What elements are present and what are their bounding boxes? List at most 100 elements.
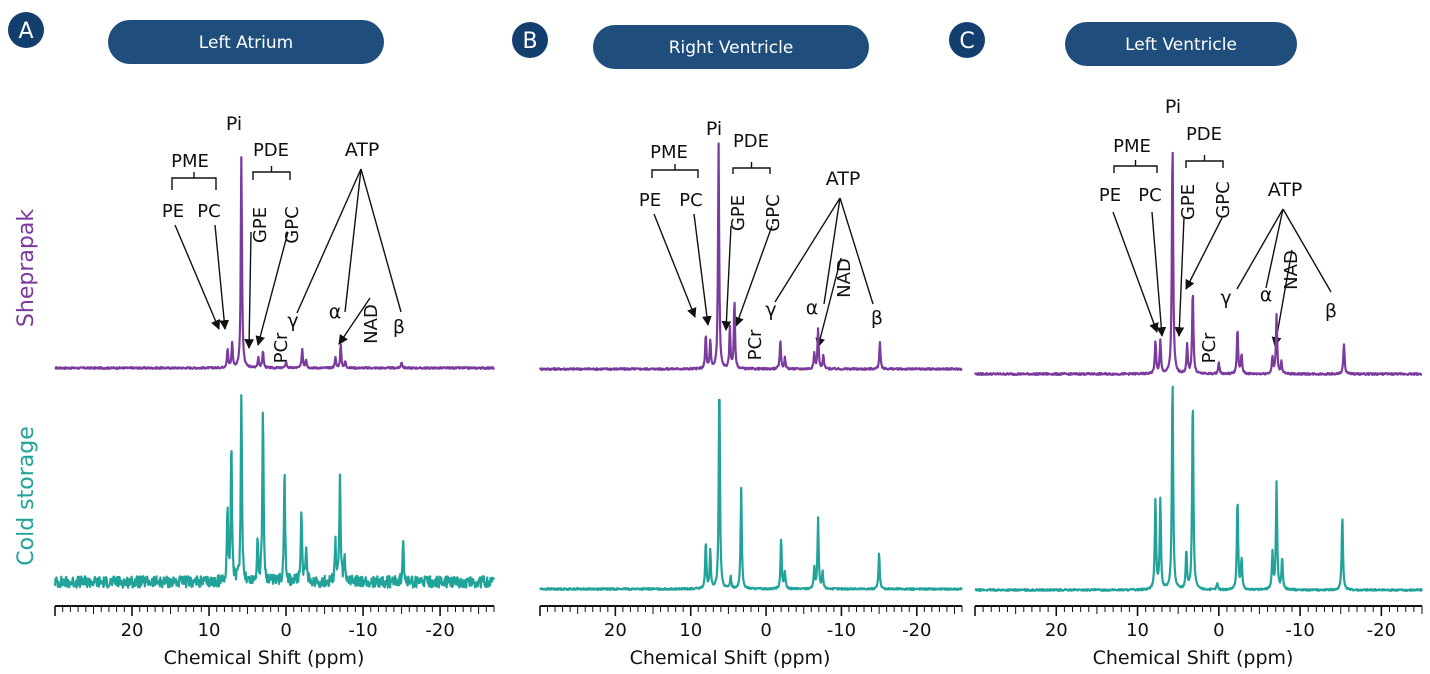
- panel-b-spectra: [538, 142, 963, 591]
- panel-c-spectra: [974, 151, 1423, 592]
- x-tick-label: -20: [1367, 620, 1396, 641]
- annotation-arrow: [734, 225, 773, 327]
- x-tick-label: 20: [1045, 620, 1068, 641]
- label-pde: PDE: [253, 140, 289, 161]
- label-atp: ATP: [1268, 179, 1303, 201]
- label-gpc: GPC: [763, 194, 784, 231]
- label-atp: ATP: [826, 168, 861, 190]
- label-gpe: GPE: [1178, 184, 1199, 220]
- label-alpha: α: [1260, 284, 1273, 306]
- spectrum-c-cold-storage: [974, 385, 1423, 592]
- label-pe: PE: [162, 201, 184, 222]
- atp-pointer-line: [360, 168, 402, 313]
- panel-a-badge: [8, 12, 44, 48]
- label-pde: PDE: [1186, 124, 1222, 145]
- x-tick-label: 20: [604, 620, 627, 641]
- annotation-arrow: [1112, 211, 1159, 333]
- panel-a-spectra: [53, 156, 496, 589]
- label-pe: PE: [1099, 185, 1121, 206]
- atp-pointer-line: [1265, 208, 1284, 289]
- label-pcr: PCr: [745, 329, 766, 360]
- x-tick-label: -20: [425, 620, 454, 641]
- x-tick-label: 10: [679, 620, 702, 641]
- spectrum-b-cold-storage: [539, 398, 963, 591]
- label-nad: NAD: [361, 304, 382, 344]
- panel-a-title-pill: [108, 20, 384, 64]
- panel-b-axis: 20 10 0 -10 -20: [539, 605, 963, 641]
- label-pi: Pi: [226, 113, 242, 135]
- atp-pointer-line: [1282, 208, 1332, 293]
- atp-pointer-line: [296, 168, 362, 314]
- panel-a: A Left Atrium Pi PME PDE PE PC GPE GPC ATP PCr NA…: [8, 12, 496, 669]
- label-alpha: α: [806, 297, 819, 319]
- panel-c-title-pill: [1065, 22, 1297, 66]
- label-pc: PC: [197, 201, 220, 222]
- panel-c: C Left Ventricle Pi PME PDE PE PC GPE GPC ATP PC…: [949, 22, 1423, 669]
- panel-c-badge: [949, 22, 985, 58]
- annotation-arrow: [721, 225, 732, 331]
- label-pde: PDE: [733, 131, 769, 152]
- panel-a-annotations: Pi PME PDE PE PC GPE GPC ATP PCr NAD γ α β: [162, 113, 405, 363]
- label-pme: PME: [1113, 136, 1151, 157]
- annotation-arrow: [1151, 211, 1167, 337]
- bracket-pde: [1185, 155, 1224, 168]
- label-gpc: GPC: [1213, 181, 1234, 218]
- label-gamma: γ: [765, 299, 776, 321]
- panel-b-letter: B: [522, 29, 537, 54]
- panel-c-xlabel: Chemical Shift (ppm): [1093, 647, 1294, 669]
- label-pme: PME: [171, 151, 209, 172]
- x-tick-label: -10: [348, 620, 377, 641]
- panel-b-badge: [512, 22, 548, 58]
- annotation-arrow: [255, 231, 289, 346]
- label-gpe: GPE: [250, 207, 271, 243]
- label-pi: Pi: [1165, 96, 1181, 118]
- annotation-arrow: [693, 213, 712, 326]
- spectrum-a-sheprapak: [54, 156, 495, 370]
- panel-b-xlabel: Chemical Shift (ppm): [630, 647, 831, 669]
- spectrum-a-cold-storage: [53, 394, 496, 589]
- label-pi: Pi: [706, 118, 722, 140]
- panel-b-annotations: Pi PME PDE PE PC GPE GPC ATP PCr NAD γ α β: [639, 118, 883, 360]
- row-label-sheprapak: Sheprapak: [14, 209, 39, 327]
- annotation-arrow: [1185, 217, 1223, 290]
- label-nad: NAD: [834, 258, 855, 298]
- panel-c-axis: 20 10 0 -10 -20: [974, 605, 1423, 641]
- label-gamma: γ: [287, 310, 298, 332]
- label-atp: ATP: [345, 139, 380, 161]
- nad-arrow: [815, 257, 842, 348]
- label-beta: β: [1325, 300, 1337, 322]
- panel-b-title: Right Ventricle: [669, 38, 794, 58]
- panel-c-letter: C: [959, 29, 974, 54]
- x-tick-label: 0: [760, 620, 771, 641]
- bracket-pde: [732, 162, 771, 174]
- x-tick-label: -20: [902, 620, 931, 641]
- bracket-pde: [252, 166, 291, 180]
- label-pcr: PCr: [271, 332, 292, 363]
- row-label-cold-storage: Cold storage: [14, 426, 39, 565]
- bracket-pme: [651, 164, 699, 178]
- x-tick-label: 10: [198, 620, 221, 641]
- label-alpha: α: [329, 301, 342, 323]
- x-tick-label: -10: [827, 620, 856, 641]
- label-gamma: γ: [1220, 287, 1231, 309]
- label-gpe: GPE: [728, 195, 749, 231]
- atp-pointer-line: [774, 197, 841, 303]
- panel-a-xlabel: Chemical Shift (ppm): [164, 647, 365, 669]
- x-tick-label: -10: [1285, 620, 1314, 641]
- label-beta: β: [871, 307, 883, 329]
- nad-arrow: [338, 297, 371, 345]
- label-pme: PME: [650, 142, 688, 163]
- annotation-arrow: [244, 231, 255, 349]
- spectrum-b-sheprapak: [538, 142, 963, 371]
- annotation-arrow: [214, 224, 230, 330]
- panel-a-axis: 20 10 0 -10 -20: [54, 605, 495, 641]
- panel-a-letter: A: [18, 19, 33, 44]
- panel-a-title: Left Atrium: [199, 33, 293, 53]
- atp-pointer-line: [344, 168, 362, 313]
- bracket-pme: [171, 172, 217, 190]
- atp-pointer-line: [823, 197, 841, 305]
- spectrum-c-sheprapak: [974, 151, 1423, 376]
- label-pcr: PCr: [1199, 332, 1220, 363]
